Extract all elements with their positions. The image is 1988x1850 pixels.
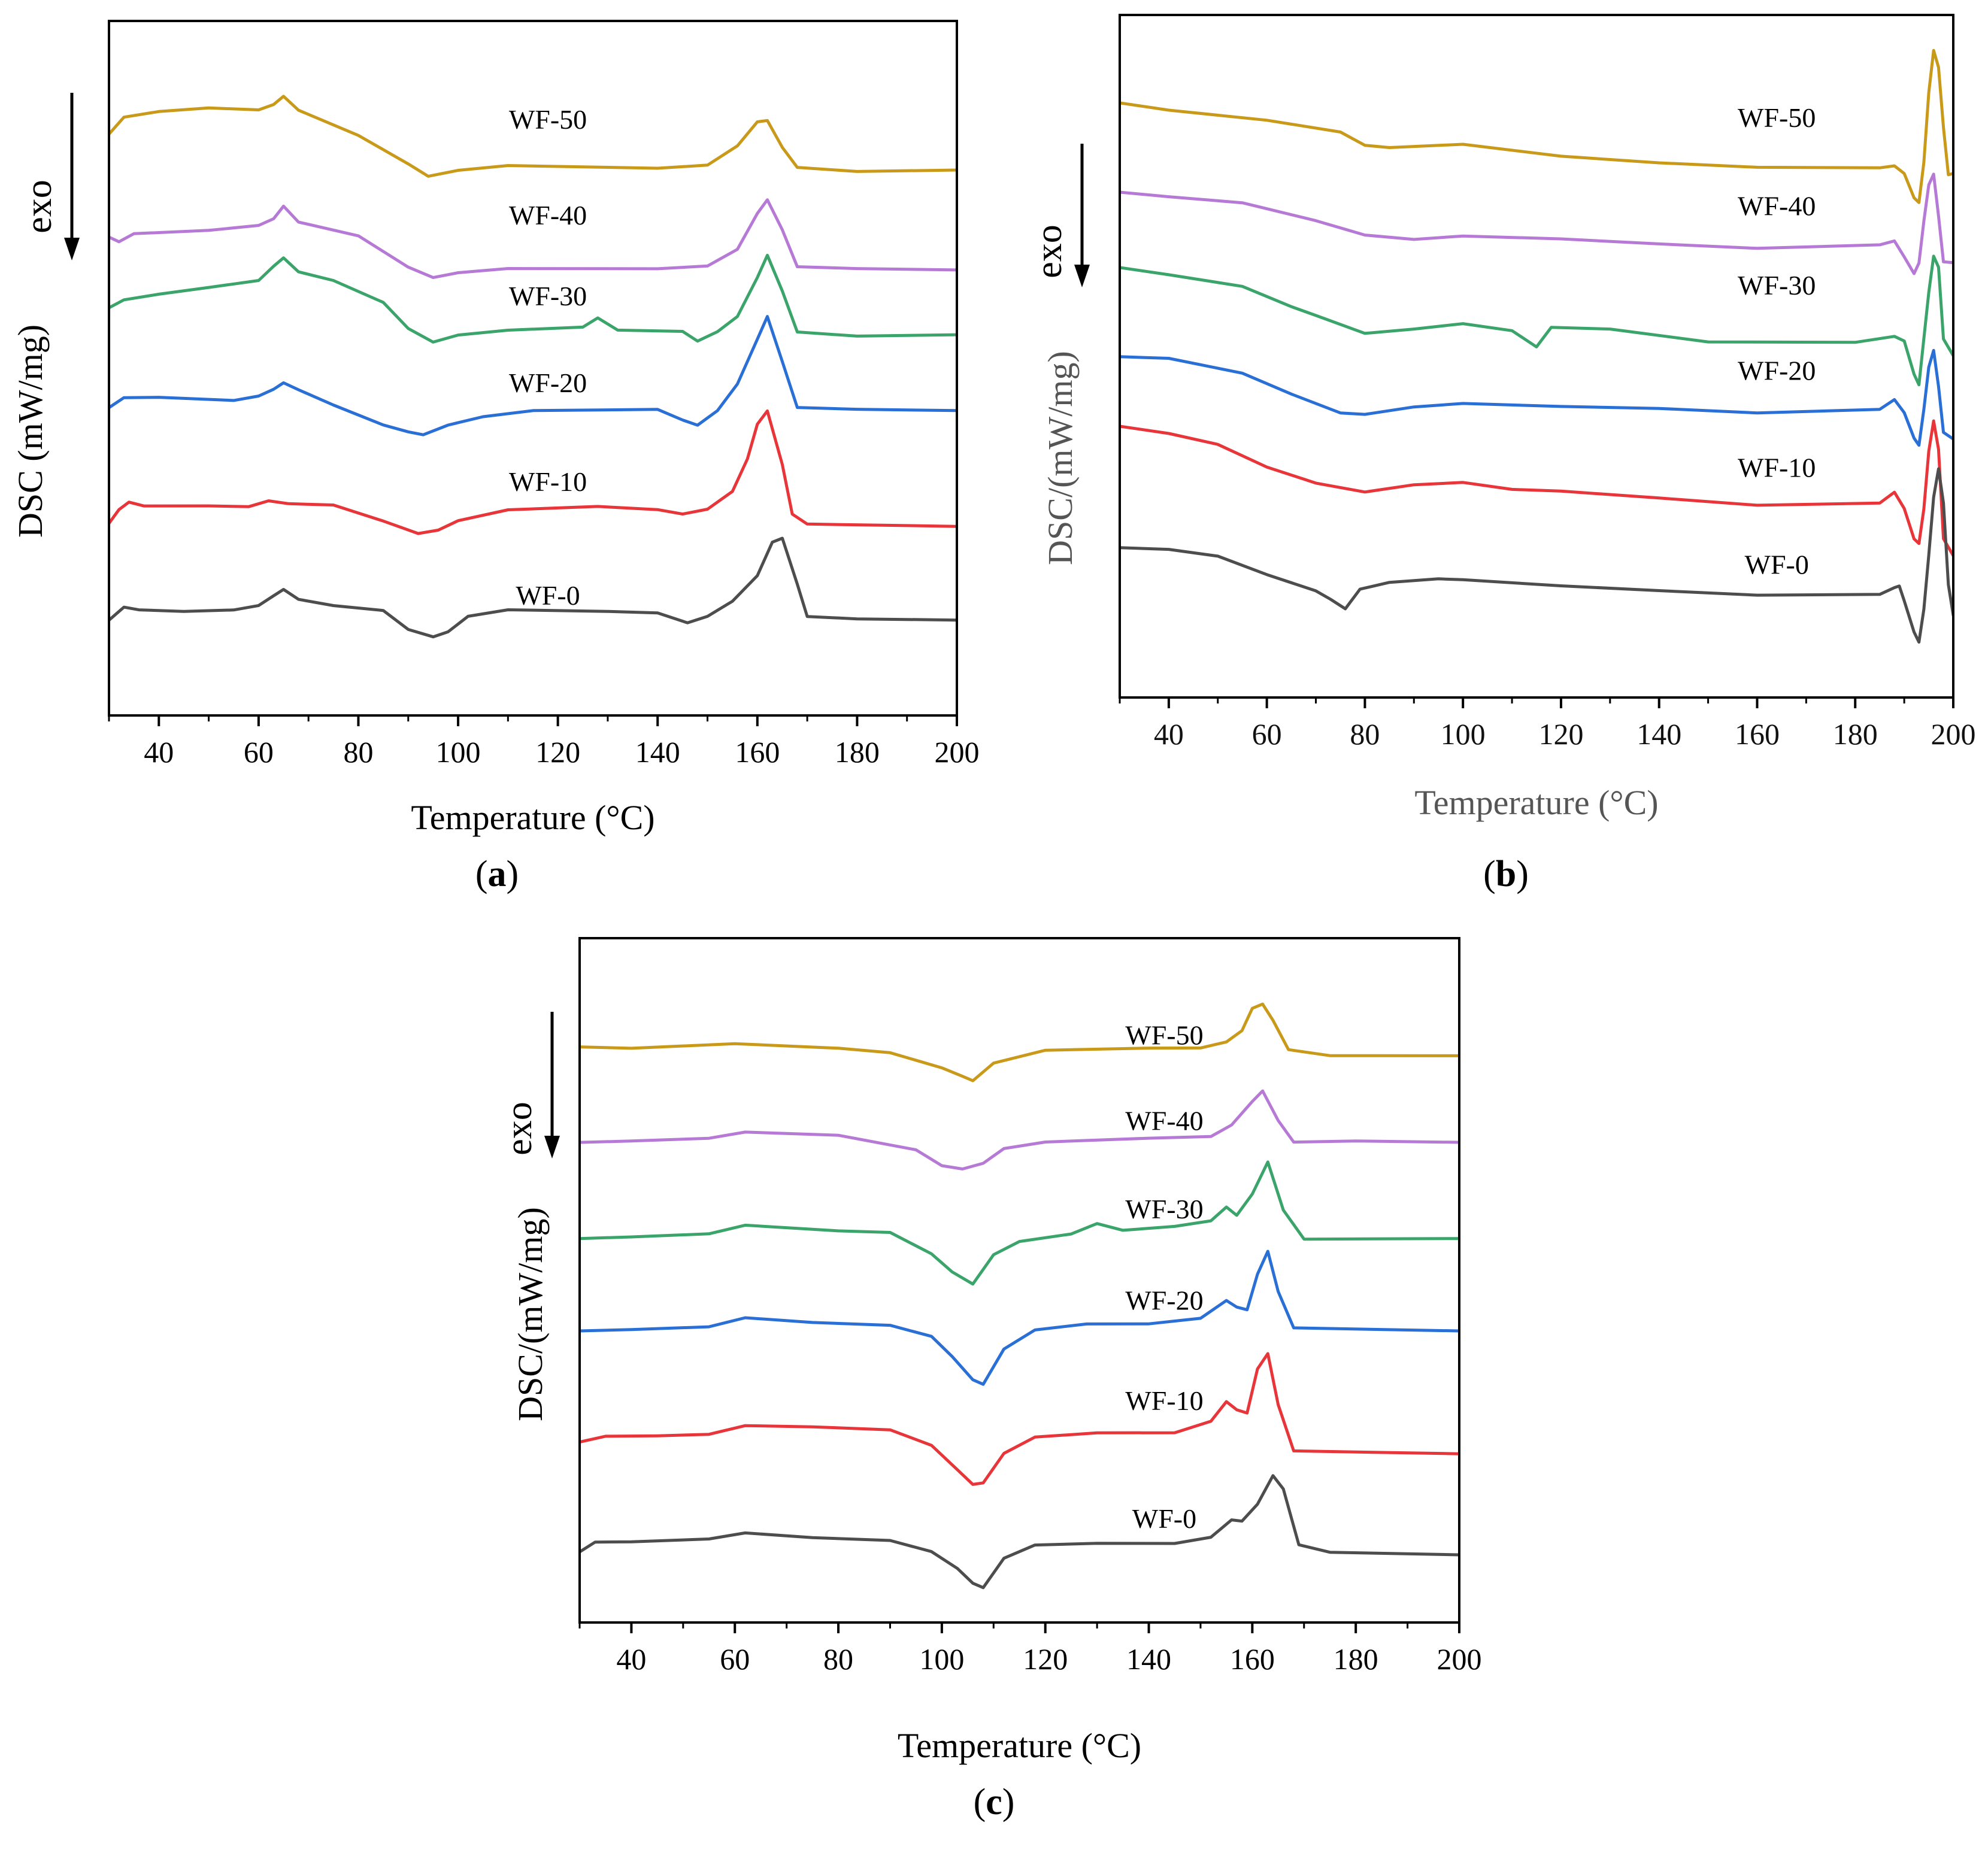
series-line-wf-30 [1120,254,1953,387]
series-line-wf-30 [580,1160,1459,1286]
x-tick-label: 120 [1538,717,1583,751]
series-line-wf-0 [109,536,957,639]
x-tick-label: 80 [343,735,373,769]
exo-arrowhead [544,1136,560,1158]
panel-caption: (b) [1483,854,1529,894]
x-tick-label: 180 [1833,717,1878,751]
x-tick-label: 100 [919,1642,964,1676]
x-tick-label: 40 [616,1642,646,1676]
exo-label: exo [19,180,59,233]
plot-frame [108,20,958,717]
x-tick-label: 160 [1735,717,1780,751]
panel-a: WF-50 WF-40 WF-30 WF-20 WF-10 WF-0 40 60 80 100 12… [11,20,980,894]
series-label-wf-20: WF-20 [1125,1285,1203,1316]
panel-c: WF-50 WF-40 WF-30 WF-20 WF-10 WF-0 40 60 80 100 12… [499,937,1482,1822]
x-tick-label: 120 [535,735,580,769]
x-tick-label: 100 [1441,717,1486,751]
panel-b: WF-50 WF-40 WF-30 WF-20 WF-10 WF-0 40 60 80 100 12… [1029,14,1976,894]
exo-arrowhead [64,238,80,260]
series-line-wf-10 [1120,419,1953,557]
series-label-wf-30: WF-30 [509,281,587,311]
panel-caption: (c) [974,1782,1015,1822]
plot-frame [1119,14,1954,699]
series-line-wf-40 [1120,172,1953,275]
series-label-wf-50: WF-50 [1738,102,1816,133]
x-tick-label: 160 [1230,1642,1275,1676]
x-tick-label: 40 [1154,717,1184,751]
x-tick-label: 120 [1023,1642,1068,1676]
series-label-wf-20: WF-20 [1738,355,1816,386]
series-label-wf-30: WF-30 [1125,1194,1203,1224]
series-line-wf-20 [580,1249,1459,1386]
x-tick-label: 80 [1350,717,1380,751]
series-label-wf-10: WF-10 [1125,1385,1203,1416]
x-tick-label: 180 [835,735,880,769]
x-tick-label: 140 [635,735,680,769]
exo-arrowhead [1074,265,1090,287]
x-tick-label: 140 [1126,1642,1171,1676]
x-tick-label: 80 [823,1642,853,1676]
x-tick-label: 200 [1437,1642,1482,1676]
series-line-wf-40 [109,198,957,280]
series-line-wf-50 [1120,48,1953,204]
x-tick-label: 180 [1334,1642,1378,1676]
series-label-wf-40: WF-40 [1125,1105,1203,1136]
series-label-wf-0: WF-0 [516,580,580,611]
x-tick-label: 100 [436,735,481,769]
panel-caption: (a) [475,854,519,894]
series-label-wf-0: WF-0 [1745,549,1809,580]
x-tick-label: 140 [1637,717,1681,751]
series-label-wf-30: WF-30 [1738,270,1816,301]
x-tick-label: 160 [735,735,780,769]
exo-label: exo [1029,225,1069,278]
y-axis-label: DSC/(mW/mg) [1041,351,1080,565]
exo-label: exo [499,1102,540,1156]
series-label-wf-0: WF-0 [1132,1503,1196,1534]
x-axis-label: Temperature (°C) [898,1726,1141,1765]
series-label-wf-10: WF-10 [509,466,587,497]
x-axis-label: Temperature (°C) [411,798,654,837]
y-axis-label: DSC (mW/mg) [11,324,50,538]
series-label-wf-50: WF-50 [1125,1020,1203,1051]
series-line-wf-0 [1120,467,1953,644]
series-label-wf-10: WF-10 [1738,452,1816,483]
series-line-wf-20 [109,315,957,436]
x-tick-label: 200 [935,735,980,769]
x-axis-label: Temperature (°C) [1414,783,1658,822]
series-line-wf-0 [580,1474,1459,1590]
x-tick-label: 60 [244,735,274,769]
series-line-wf-50 [109,95,957,178]
series-label-wf-20: WF-20 [509,368,587,398]
series-label-wf-40: WF-40 [1738,190,1816,221]
x-tick-label: 60 [720,1642,750,1676]
x-tick-label: 40 [144,735,174,769]
plot-frame [578,937,1460,1624]
series-line-wf-50 [580,1002,1459,1082]
x-tick-label: 60 [1252,717,1282,751]
y-axis-label: DSC/(mW/mg) [511,1207,550,1421]
series-line-wf-10 [580,1352,1459,1486]
x-tick-label: 200 [1931,717,1976,751]
series-label-wf-50: WF-50 [509,104,587,135]
series-line-wf-10 [109,409,957,535]
series-line-wf-20 [1120,348,1953,447]
series-line-wf-40 [580,1089,1459,1170]
series-label-wf-40: WF-40 [509,200,587,231]
series-line-wf-30 [109,253,957,344]
